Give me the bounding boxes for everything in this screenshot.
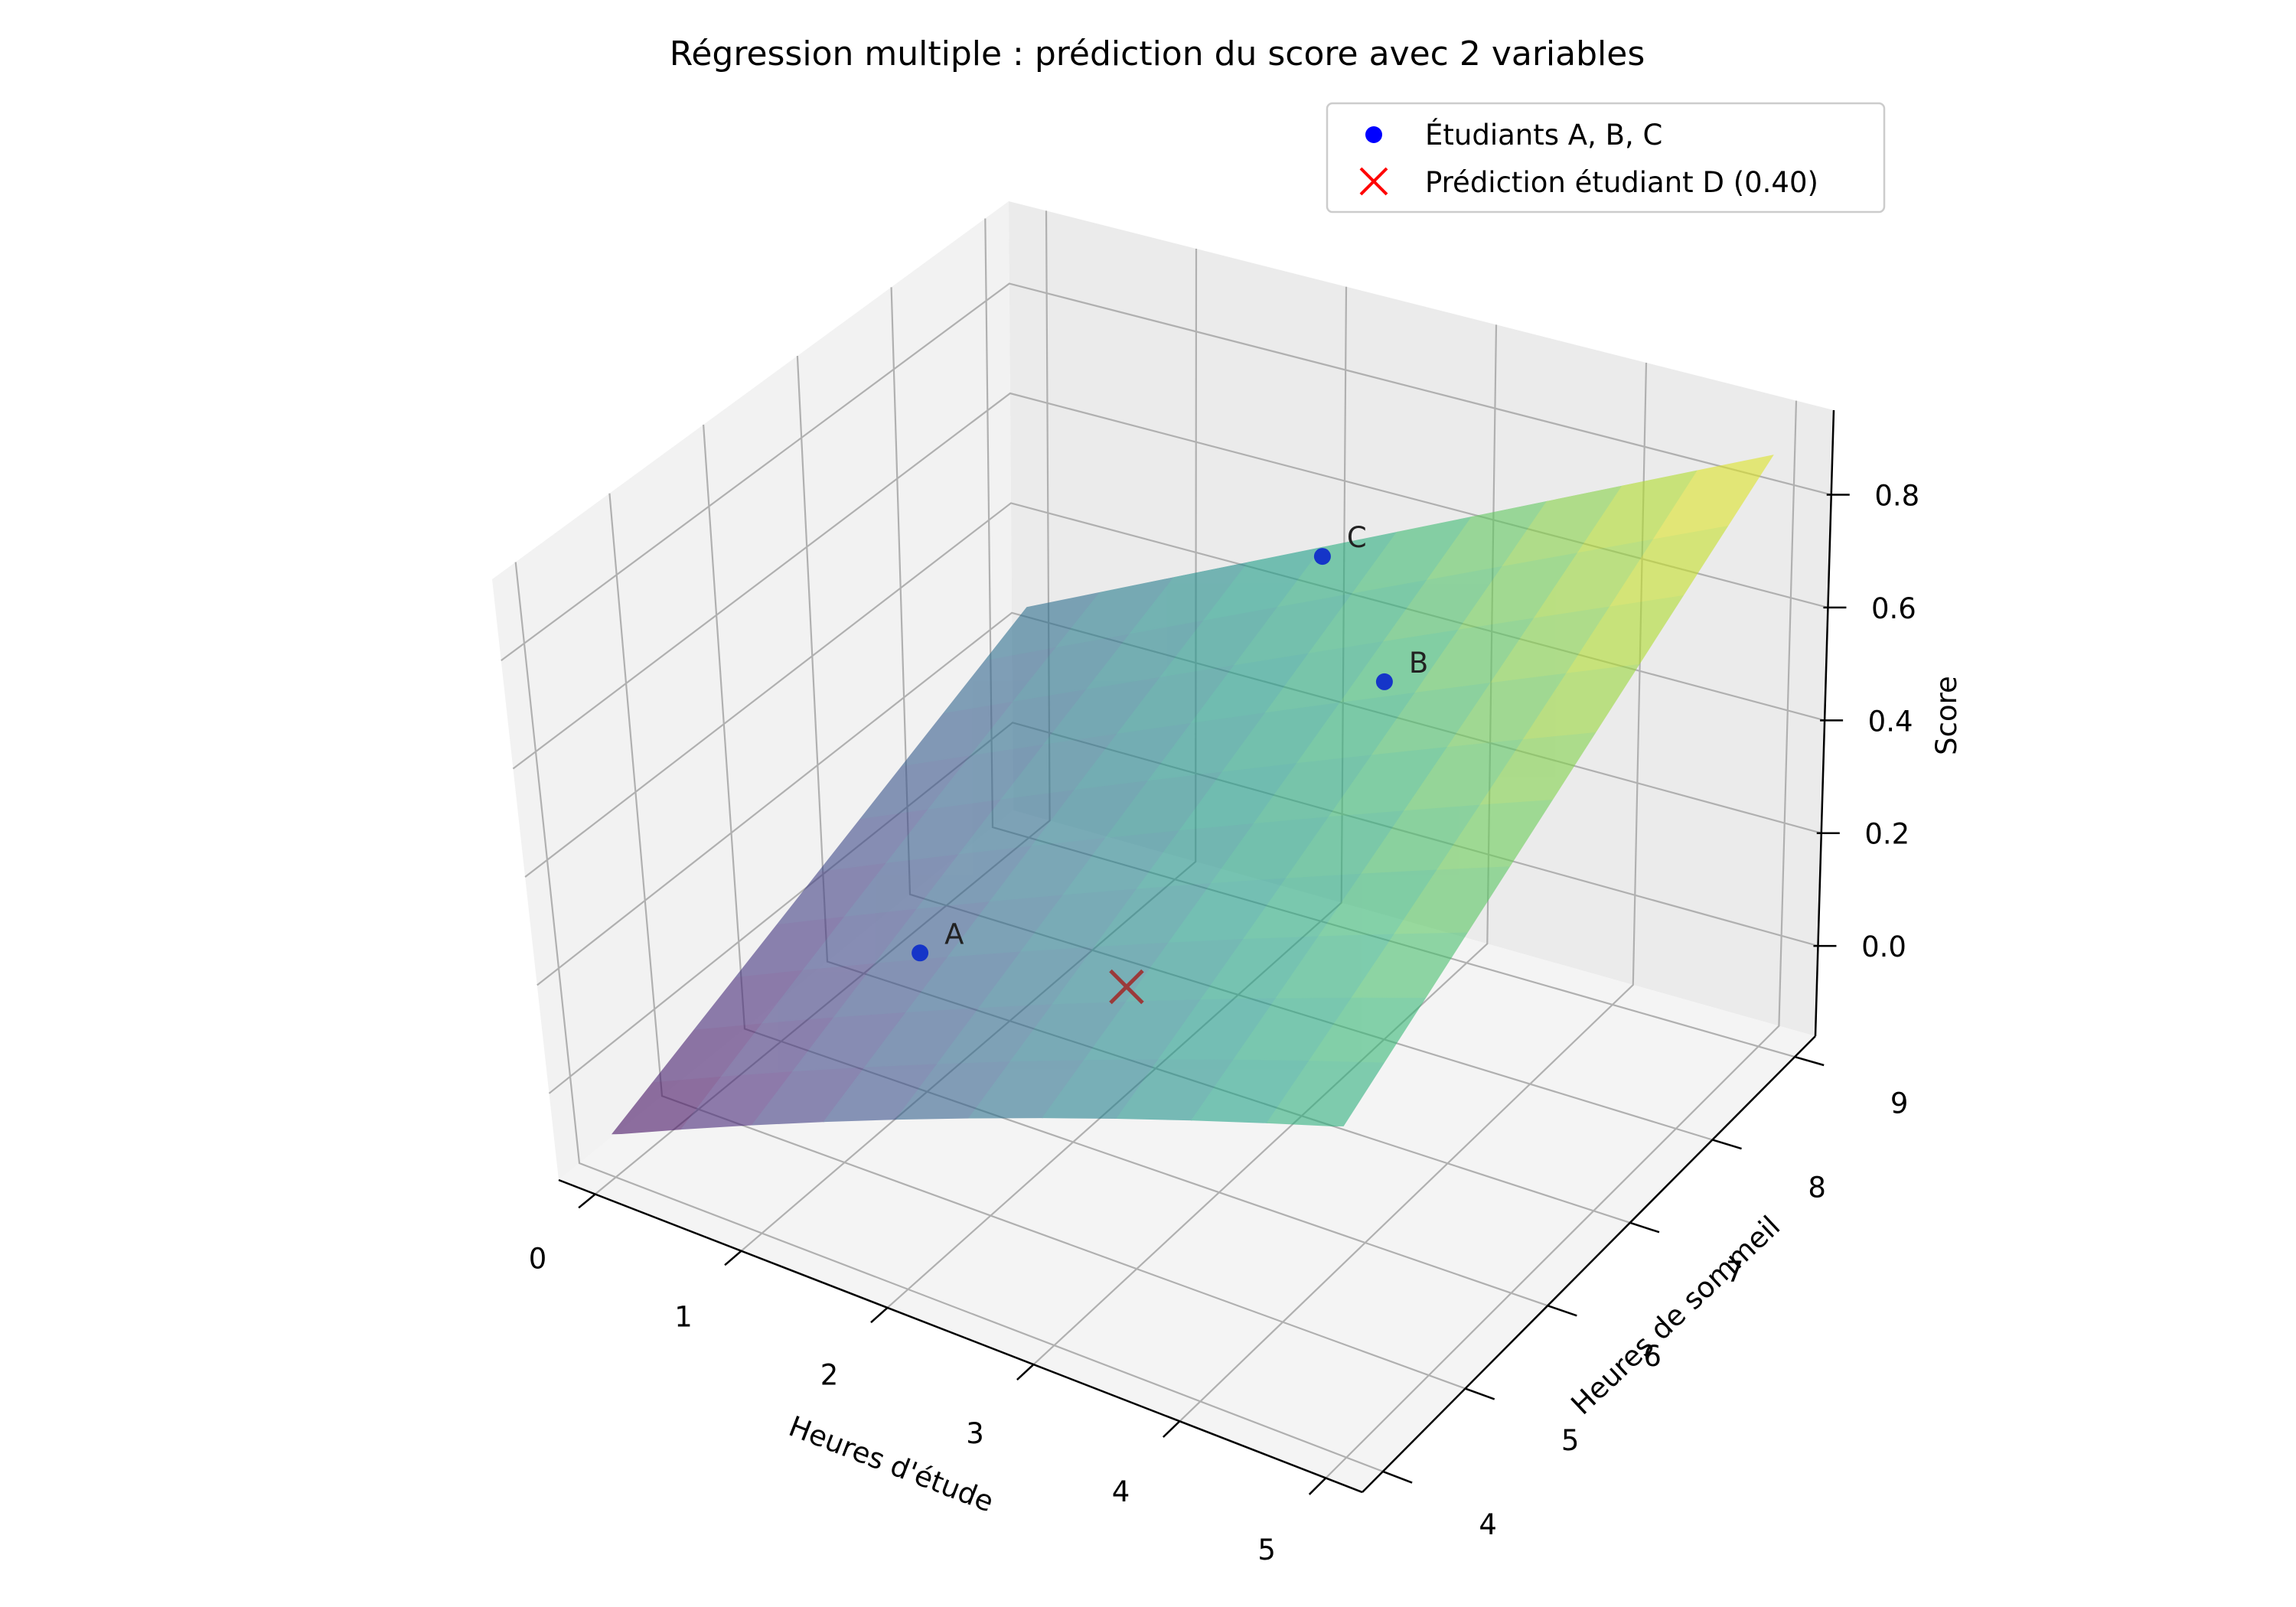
- y-axis-line: [1362, 1035, 1816, 1493]
- z-axis-line: [1814, 409, 1835, 1037]
- surface-cell: [1652, 455, 1774, 539]
- pane-left: [492, 201, 1013, 1180]
- x-tick: [1016, 1364, 1035, 1380]
- y-tick: [1629, 1221, 1660, 1234]
- data-points: A B C: [912, 521, 1428, 1005]
- legend-label-prediction: Prédiction étudiant D (0.40): [1425, 166, 1818, 199]
- x-tick-label: 4: [1112, 1475, 1130, 1508]
- data-point-a: [912, 944, 929, 962]
- y-tick: [1794, 1055, 1825, 1067]
- y-tick: [1382, 1470, 1413, 1484]
- data-point-c: [1313, 548, 1331, 566]
- z-tick-label: 0.4: [1868, 705, 1913, 738]
- y-tick: [1465, 1387, 1495, 1400]
- tick-labels: 0 1 2 3 4 5 4 5 6 7 8 9 0.0 0.2 0.4 0.6 0.8: [529, 480, 1919, 1567]
- z-tick-label: 0.6: [1871, 592, 1916, 625]
- x-tick-label: 5: [1257, 1534, 1276, 1566]
- y-tick-label: 6: [1643, 1340, 1662, 1373]
- legend-marker-prediction: [1359, 167, 1388, 196]
- z-tick-label: 0.8: [1874, 480, 1919, 513]
- legend-marker-students: [1365, 126, 1382, 143]
- data-point-b: [1375, 673, 1393, 690]
- point-label-c: C: [1347, 521, 1367, 554]
- x-tick-label: 1: [674, 1301, 693, 1334]
- x-tick-label: 3: [966, 1417, 984, 1450]
- x-tick: [724, 1250, 742, 1266]
- x-tick: [1308, 1477, 1327, 1495]
- z-tick-label: 0.2: [1864, 818, 1910, 851]
- x-axis-line: [558, 1178, 1363, 1494]
- legend-label-students: Étudiants A, B, C: [1425, 118, 1662, 152]
- y-tick: [1547, 1305, 1577, 1317]
- y-tick: [1712, 1139, 1742, 1150]
- x-tick: [578, 1193, 596, 1209]
- y-tick-label: 9: [1890, 1087, 1909, 1120]
- chart-title: Régression multiple : prédiction du scor…: [670, 34, 1645, 73]
- x-tick: [870, 1306, 889, 1324]
- legend: Étudiants A, B, C Prédiction étudiant D …: [1326, 102, 1886, 214]
- regression-surface: [612, 455, 1774, 1135]
- x-tick: [1162, 1420, 1181, 1438]
- axis-lines: [558, 409, 1850, 1495]
- prediction-marker-d: [1109, 969, 1144, 1005]
- point-label-a: A: [944, 918, 964, 950]
- x-tick-label: 2: [820, 1359, 839, 1392]
- z-tick-label: 0.0: [1861, 931, 1906, 963]
- legend-frame: [1326, 102, 1886, 214]
- surface-cells: [612, 455, 1774, 1135]
- y-tick-label: 4: [1479, 1508, 1497, 1541]
- gridline-z: [501, 282, 1832, 661]
- gridline-x: [1325, 400, 1798, 1479]
- gridline-y: [514, 562, 1384, 1472]
- x-tick-label: 0: [529, 1242, 547, 1275]
- y-tick-label: 7: [1726, 1256, 1744, 1289]
- z-axis-label: Score: [1930, 676, 1963, 755]
- y-tick-label: 5: [1561, 1424, 1580, 1457]
- point-label-b: B: [1409, 647, 1428, 680]
- y-tick-label: 8: [1808, 1172, 1826, 1204]
